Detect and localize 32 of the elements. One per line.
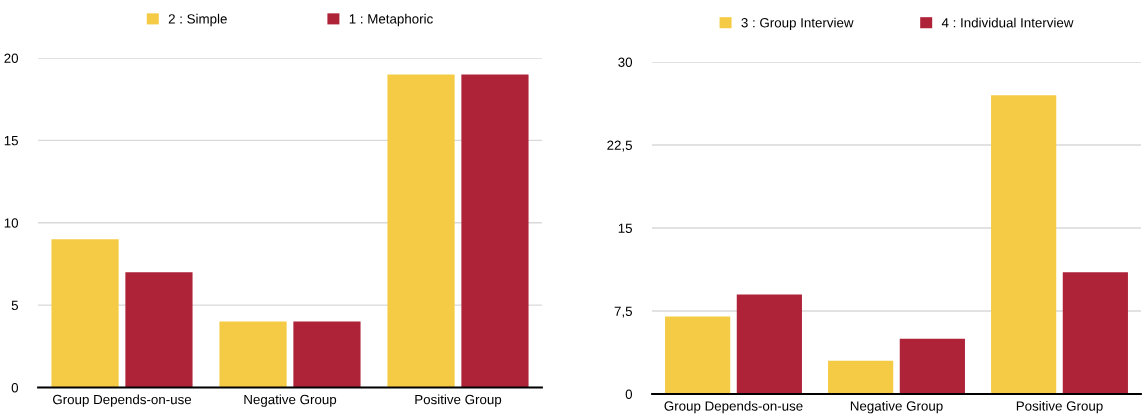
- bar: [461, 74, 529, 388]
- x-tick-label: Group Depends-on-use: [53, 394, 192, 407]
- y-tick-label: 30: [618, 57, 633, 67]
- bar: [387, 74, 455, 388]
- x-tick-label: Negative Group: [850, 400, 943, 414]
- y-tick-label: 0: [11, 383, 19, 393]
- y-tick-label: 20: [4, 53, 19, 63]
- bar: [51, 239, 119, 388]
- x-tick-label: Group Depends-on-use: [664, 400, 803, 414]
- bar: [665, 316, 731, 394]
- legend-label: 2 : Simple: [168, 13, 227, 27]
- legend-label: 4 : Individual Interview: [941, 17, 1074, 28]
- x-tick-label: Positive Group: [1016, 400, 1103, 414]
- y-tick-label: 0: [625, 389, 633, 399]
- legend-label: 3 : Group Interview: [741, 17, 854, 31]
- legend-label: 1 : Metaphoric: [349, 13, 433, 27]
- bar: [219, 321, 287, 388]
- y-tick-label: 15: [618, 223, 632, 233]
- y-tick-label: 7,5: [614, 306, 632, 318]
- x-tick-label: Positive Group: [415, 394, 502, 407]
- y-tick-label: 10: [4, 218, 19, 228]
- bar: [828, 360, 894, 394]
- y-tick-label: 5: [11, 300, 18, 311]
- bar: [991, 95, 1057, 394]
- bar: [1062, 272, 1128, 394]
- bar: [293, 321, 361, 388]
- y-tick-label: 22,5: [607, 140, 632, 152]
- bar: [125, 272, 193, 388]
- y-tick-label: 15: [4, 136, 18, 146]
- bar: [899, 338, 965, 394]
- x-tick-label: Negative Group: [244, 394, 337, 407]
- bar: [736, 294, 802, 394]
